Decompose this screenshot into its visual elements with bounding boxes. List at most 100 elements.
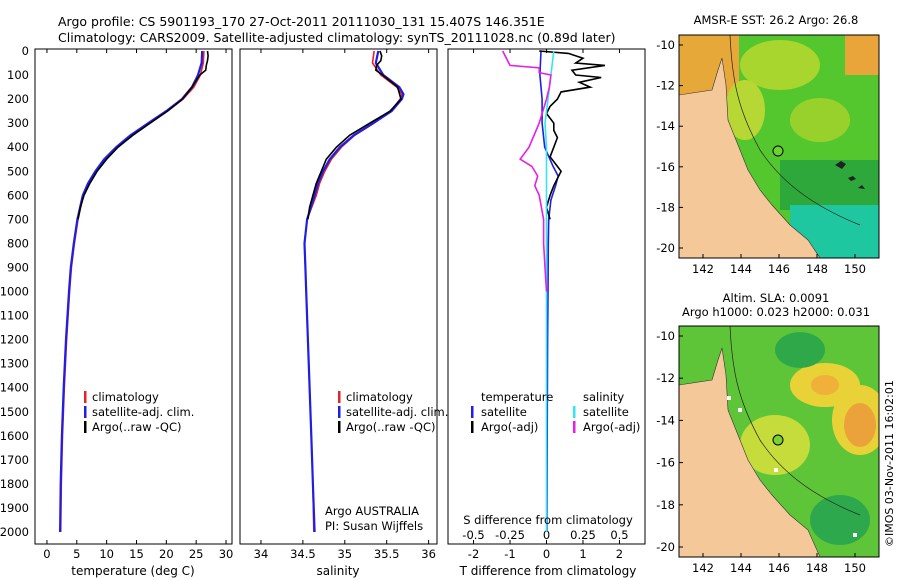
depth-tick-label: 500 bbox=[7, 164, 29, 178]
credit-line-1: Argo AUSTRALIA bbox=[325, 504, 419, 518]
lon-tick-label: 142 bbox=[692, 561, 714, 575]
top-tick-label: 0.5 bbox=[610, 528, 628, 542]
sst-map: AMSR-E SST: 26.2 Argo: 26.8 -10 -12 -14 -16… bbox=[656, 13, 880, 276]
legend-swatch-t-argo bbox=[471, 421, 474, 433]
x-tick-label: 10 bbox=[99, 547, 114, 561]
legend-label-climatology-2: climatology bbox=[346, 390, 413, 404]
credit-line-2: PI: Susan Wijffels bbox=[325, 519, 423, 533]
depth-tick-label: 1700 bbox=[0, 453, 29, 467]
x-tick-label: 25 bbox=[189, 547, 204, 561]
lat-tick-label: -14 bbox=[656, 413, 675, 427]
lat-tick-label: -16 bbox=[656, 456, 675, 470]
depth-tick-label: 2000 bbox=[0, 525, 29, 539]
x-tick-label: 15 bbox=[129, 547, 144, 561]
legend-swatch-t-satellite bbox=[471, 406, 474, 418]
difference-panel: -2 -1 0 1 2 -0.5 -0.25 0 0.25 0.5 T difference f… bbox=[447, 48, 646, 578]
sst-warm-top-right bbox=[845, 35, 879, 75]
legend-label-argo-2: Argo(..raw -QC) bbox=[346, 420, 436, 434]
sla-low-patch-2 bbox=[810, 495, 870, 545]
sla-map-title-2: Argo h1000: 0.023 h2000: 0.031 bbox=[682, 305, 870, 319]
legend-label-argo: Argo(..raw -QC) bbox=[92, 420, 182, 434]
sst-reef-contour bbox=[729, 35, 861, 226]
x-tick-label: 30 bbox=[219, 547, 234, 561]
sla-track-point-4 bbox=[853, 533, 857, 537]
salinity-x-label: salinity bbox=[316, 564, 359, 578]
x-tick-label: -2 bbox=[468, 547, 479, 561]
sla-track-point-1 bbox=[727, 396, 731, 400]
depth-tick-label: 600 bbox=[7, 188, 29, 202]
depth-tick-label: 1400 bbox=[0, 381, 29, 395]
salinity-x-ticks: 34 34.5 35 35.5 36 bbox=[254, 49, 436, 561]
sst-map-title: AMSR-E SST: 26.2 Argo: 26.8 bbox=[694, 13, 859, 27]
series-line-temperature-argo-adj- bbox=[539, 50, 606, 220]
header-line-1: Argo profile: CS 5901193_170 27-Oct-2011… bbox=[58, 14, 545, 29]
series-line-argo-raw-qc- bbox=[307, 50, 402, 220]
salinity-plot-frame bbox=[239, 48, 438, 545]
depth-tick-label: 1800 bbox=[0, 477, 29, 491]
temperature-series bbox=[59, 50, 209, 533]
temperature-plot-frame bbox=[34, 48, 233, 545]
sst-land bbox=[679, 57, 821, 258]
x-tick-label: 34 bbox=[254, 547, 269, 561]
legend-label-s-satellite: satellite bbox=[583, 405, 629, 419]
sst-yellow-patch-2 bbox=[790, 98, 850, 142]
sla-lon-ticks: 142 144 146 148 150 bbox=[692, 553, 866, 575]
lat-tick-label: -10 bbox=[656, 329, 675, 343]
difference-legend: temperature salinity satellite Argo(-adj… bbox=[471, 390, 640, 434]
depth-tick-label: 100 bbox=[7, 68, 29, 82]
x-tick-label: 35.5 bbox=[374, 547, 400, 561]
top-tick-label: 0 bbox=[543, 528, 550, 542]
sst-yellow-patch bbox=[740, 40, 820, 90]
x-tick-label: 1 bbox=[579, 547, 586, 561]
sst-islands bbox=[835, 161, 865, 189]
depth-tick-label: 1600 bbox=[0, 429, 29, 443]
legend-swatch-climatology-2 bbox=[338, 391, 341, 403]
depth-tick-label: 700 bbox=[7, 212, 29, 226]
depth-tick-label: 800 bbox=[7, 236, 29, 250]
lon-tick-label: 150 bbox=[844, 262, 866, 276]
series-line-temperature-satellite bbox=[539, 50, 560, 533]
legend-swatch-satellite bbox=[84, 406, 87, 418]
sst-lat-ticks: -10 -12 -14 -16 -18 -20 bbox=[656, 38, 683, 255]
depth-tick-label: 1500 bbox=[0, 405, 29, 419]
temperature-x-label: temperature (deg C) bbox=[71, 564, 194, 578]
sla-track-point-3 bbox=[774, 468, 778, 472]
sst-warm-corner bbox=[679, 35, 739, 95]
temperature-panel: 0 5 10 15 20 25 30 temperature (deg C) climato… bbox=[34, 48, 233, 578]
x-tick-label: 35 bbox=[337, 547, 352, 561]
temperature-x-ticks: 0 5 10 15 20 25 30 bbox=[43, 49, 233, 561]
lat-tick-label: -20 bbox=[656, 241, 675, 255]
series-line-argo-raw-qc- bbox=[77, 50, 209, 220]
lat-tick-label: -14 bbox=[656, 119, 675, 133]
legend-swatch-satellite-2 bbox=[338, 406, 341, 418]
depth-tick-label: 900 bbox=[7, 260, 29, 274]
lon-tick-label: 144 bbox=[730, 262, 752, 276]
sla-low-patch bbox=[775, 332, 825, 368]
lon-tick-label: 144 bbox=[730, 561, 752, 575]
sla-high-2-core bbox=[844, 403, 876, 447]
difference-top-label: S difference from climatology bbox=[463, 513, 633, 527]
sla-high-1-core bbox=[811, 375, 839, 395]
depth-tick-label: 1300 bbox=[0, 357, 29, 371]
legend-swatch-s-satellite bbox=[573, 406, 576, 418]
sla-lat-ticks: -10 -12 -14 -16 -18 -20 bbox=[656, 329, 683, 554]
legend-label-t-satellite: satellite bbox=[481, 405, 527, 419]
difference-top-ticks: -0.5 -0.25 0 0.25 0.5 bbox=[462, 528, 628, 542]
salinity-legend: climatology satellite-adj. clim. Argo(..… bbox=[338, 390, 448, 434]
sla-map: Altim. SLA: 0.0091 Argo h1000: 0.023 h20… bbox=[656, 291, 880, 575]
lon-tick-label: 146 bbox=[768, 262, 790, 276]
lon-tick-label: 148 bbox=[806, 262, 828, 276]
difference-x-ticks: -2 -1 0 1 2 bbox=[468, 49, 623, 561]
legend-label-satellite-2: satellite-adj. clim. bbox=[346, 405, 448, 419]
lat-tick-label: -12 bbox=[656, 79, 675, 93]
depth-tick-label: 1000 bbox=[0, 285, 29, 299]
salinity-series bbox=[303, 50, 405, 533]
legend-label-s-argo: Argo(-adj) bbox=[583, 420, 640, 434]
sla-map-title-1: Altim. SLA: 0.0091 bbox=[723, 291, 830, 305]
depth-tick-label: 200 bbox=[7, 92, 29, 106]
depth-tick-label: 1100 bbox=[0, 309, 29, 323]
sla-float-marker bbox=[772, 434, 784, 446]
lat-tick-label: -16 bbox=[656, 160, 675, 174]
sla-track-point-2 bbox=[738, 408, 742, 412]
